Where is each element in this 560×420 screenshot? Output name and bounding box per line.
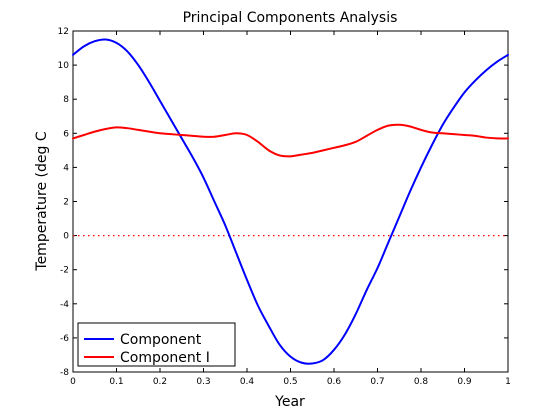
y-tick-label: 12 [58,27,69,37]
y-tick-label: -8 [60,368,69,378]
x-tick-label: 0.4 [240,377,255,387]
x-axis-ticks: 0 0.1 0.2 0.3 0.4 0.5 0.6 0.7 0.8 0.9 1 [70,31,511,387]
chart-title: Principal Components Analysis [183,10,398,26]
y-tick-label: 2 [63,198,69,208]
y-tick-label: 6 [63,129,69,139]
y-axis-label: Temperature (deg C [34,131,50,271]
x-tick-label: 0.8 [414,377,429,387]
y-tick-label: -4 [60,300,69,310]
plot-area: 0 0.1 0.2 0.3 0.4 0.5 0.6 0.7 0.8 0.9 1 -8 -6 -4 -2 0 2… [58,27,511,387]
x-tick-label: 1 [505,377,511,387]
series-layer [72,38,509,365]
legend-label-2: Component I [120,350,210,366]
x-tick-label: 0.6 [327,377,342,387]
x-tick-label: 0.3 [196,377,210,387]
x-tick-label: 0.1 [109,377,123,387]
legend: Component Component I [77,322,236,367]
series-line-1 [72,38,509,365]
y-tick-label: 10 [58,61,70,71]
y-tick-label: 4 [63,163,69,173]
y-tick-label: -2 [60,266,69,276]
x-tick-label: 0.2 [153,377,167,387]
x-axis-label: Year [274,394,305,410]
legend-box [77,322,236,367]
x-tick-label: 0 [70,377,76,387]
y-axis-ticks: -8 -6 -4 -2 0 2 4 6 8 10 12 [58,27,508,378]
y-tick-label: -6 [60,334,69,344]
series-line-2 [72,123,509,158]
legend-items: Component Component I [84,332,210,366]
legend-label-1: Component [120,332,202,348]
y-tick-label: 0 [63,232,69,242]
plot-frame [72,30,509,373]
y-tick-label: 8 [63,95,69,105]
x-tick-label: 0.5 [283,377,297,387]
x-tick-label: 0.7 [370,377,384,387]
x-tick-label: 0.9 [457,377,472,387]
